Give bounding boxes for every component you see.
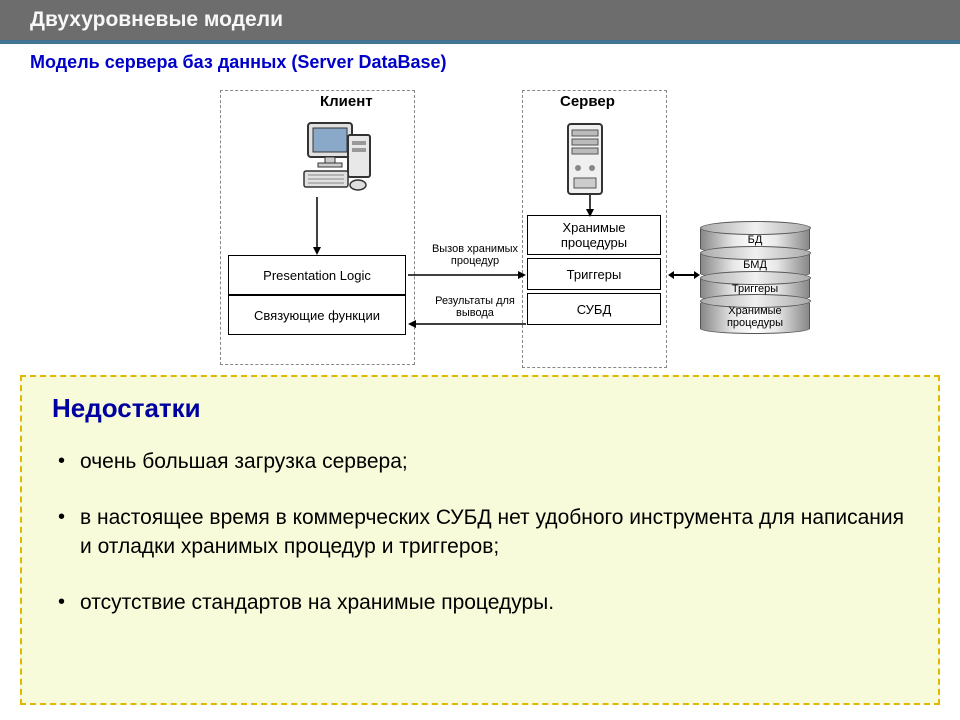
db-double-arrow	[666, 267, 702, 283]
server-inner-arrow	[583, 193, 597, 219]
triggers-box: Триггеры	[527, 258, 661, 290]
call-arrow-label: Вызов хранимых процедур	[425, 243, 525, 267]
computer-icon	[300, 115, 375, 195]
cyl-label-triggers: Триггеры	[732, 280, 778, 296]
binding-functions-box: Связующие функции	[228, 295, 406, 335]
result-arrow-label: Результаты для вывода	[425, 295, 525, 319]
main-title: Двухуровневые модели	[30, 8, 930, 32]
database-stack: БД БМД Триггеры Хранимые процедуры	[700, 225, 810, 331]
db-cylinder-stored: Хранимые процедуры	[700, 298, 810, 334]
cyl-label-bmd: БМД	[743, 256, 767, 272]
disadvantages-panel: Недостатки очень большая загрузка сервер…	[20, 375, 940, 705]
slide-header: Двухуровневые модели	[0, 0, 960, 40]
list-item: очень большая загрузка сервера;	[52, 448, 908, 476]
client-label: Клиент	[320, 93, 373, 110]
presentation-logic-box: Presentation Logic	[228, 255, 406, 295]
architecture-diagram: Клиент Сервер Presentation Logic Связующ…	[30, 85, 930, 375]
presentation-logic-text: Presentation Logic	[263, 268, 371, 283]
server-tower-icon	[560, 120, 610, 198]
disadvantages-list: очень большая загрузка сервера; в настоя…	[52, 448, 908, 617]
binding-functions-text: Связующие функции	[254, 308, 380, 323]
cyl-label-bd: БД	[748, 231, 763, 247]
list-item: в настоящее время в коммерческих СУБД не…	[52, 504, 908, 561]
subd-text: СУБД	[577, 302, 612, 317]
subtitle: Модель сервера баз данных (Server DataBa…	[0, 44, 960, 85]
call-arrow	[406, 268, 528, 282]
server-label: Сервер	[560, 93, 615, 110]
stored-procedures-box: Хранимые процедуры	[527, 215, 661, 255]
list-item: отсутствие стандартов на хранимые процед…	[52, 589, 908, 617]
stored-procedures-text: Хранимые процедуры	[528, 220, 660, 250]
subd-box: СУБД	[527, 293, 661, 325]
cyl-label-stored: Хранимые процедуры	[701, 302, 809, 329]
inner-arrow-down	[310, 195, 324, 257]
triggers-text: Триггеры	[567, 267, 622, 282]
disadvantages-title: Недостатки	[52, 393, 908, 424]
